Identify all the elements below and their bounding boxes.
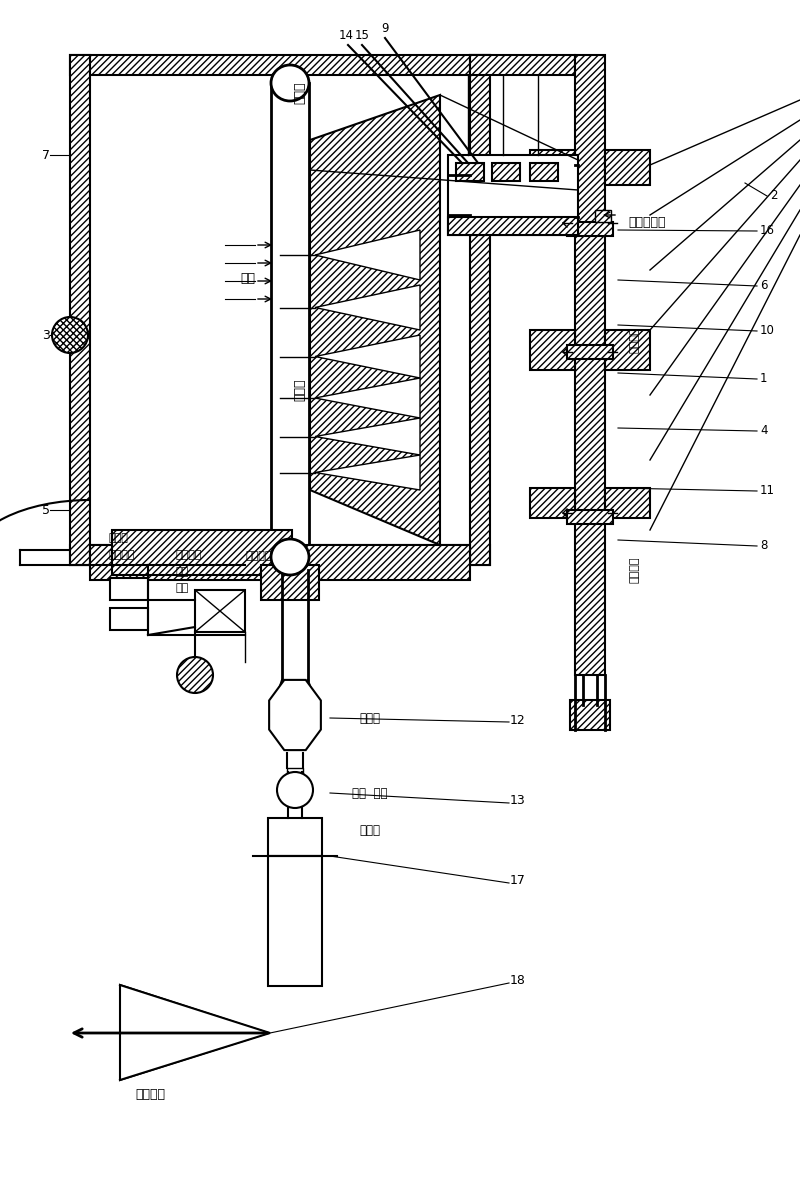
- Text: 环冷机热风: 环冷机热风: [628, 215, 666, 229]
- Bar: [470, 54, 575, 75]
- Bar: [530, 150, 575, 185]
- Polygon shape: [310, 95, 440, 545]
- Text: 省煤器: 省煤器: [359, 824, 381, 837]
- Bar: [448, 217, 578, 234]
- Bar: [575, 54, 605, 675]
- Text: 8: 8: [760, 539, 767, 552]
- Bar: [570, 700, 610, 731]
- Polygon shape: [315, 285, 420, 330]
- Bar: [70, 545, 490, 565]
- Text: 6: 6: [760, 278, 767, 291]
- Text: 16: 16: [760, 224, 775, 237]
- Text: 18: 18: [510, 973, 526, 986]
- Text: 14: 14: [338, 28, 354, 41]
- Polygon shape: [269, 680, 321, 751]
- Text: 脱硝触媒: 脱硝触媒: [175, 551, 202, 560]
- Bar: [112, 530, 292, 575]
- Polygon shape: [315, 378, 420, 418]
- Bar: [605, 330, 650, 371]
- Bar: [271, 83, 309, 556]
- Bar: [448, 155, 578, 234]
- Bar: [70, 54, 90, 565]
- Polygon shape: [120, 985, 270, 1080]
- Text: 13: 13: [510, 793, 526, 806]
- Bar: [195, 590, 245, 632]
- Bar: [268, 818, 322, 856]
- Text: 2: 2: [770, 188, 778, 201]
- Text: 余热锅炉: 余热锅炉: [108, 551, 134, 560]
- Bar: [110, 609, 148, 630]
- Bar: [567, 223, 613, 236]
- Bar: [567, 645, 613, 675]
- Bar: [470, 54, 490, 565]
- Text: 17: 17: [510, 874, 526, 887]
- Text: 省煤器: 省煤器: [108, 533, 128, 543]
- Text: 调速  风机: 调速 风机: [352, 786, 388, 799]
- Bar: [268, 856, 322, 986]
- Text: 余热锅炉: 余热锅炉: [630, 327, 640, 353]
- Bar: [605, 150, 650, 185]
- Text: 10: 10: [760, 323, 775, 336]
- Bar: [110, 578, 148, 600]
- Bar: [567, 345, 613, 359]
- Ellipse shape: [271, 539, 309, 575]
- Ellipse shape: [177, 657, 213, 693]
- Text: 气轮风机: 气轮风机: [630, 556, 640, 584]
- Ellipse shape: [277, 772, 313, 807]
- Bar: [605, 488, 650, 519]
- Text: 气体排放: 气体排放: [135, 1088, 165, 1101]
- Polygon shape: [315, 335, 420, 378]
- Bar: [530, 488, 575, 519]
- Bar: [70, 54, 490, 75]
- Text: 1: 1: [760, 372, 767, 385]
- Bar: [530, 163, 558, 181]
- Text: 烧结区: 烧结区: [294, 82, 306, 104]
- Bar: [456, 163, 484, 181]
- Text: 烟气: 烟气: [241, 271, 255, 284]
- Text: 12: 12: [510, 714, 526, 727]
- Text: 15: 15: [354, 28, 370, 41]
- Text: 点火: 点火: [175, 583, 188, 593]
- Ellipse shape: [271, 65, 309, 101]
- Text: 9: 9: [382, 22, 389, 36]
- Bar: [492, 163, 520, 181]
- Bar: [287, 768, 303, 776]
- Text: 5: 5: [42, 503, 50, 516]
- Text: 脱硝: 脱硝: [175, 567, 188, 577]
- Text: 3: 3: [42, 328, 50, 341]
- Polygon shape: [315, 230, 420, 279]
- Text: 7: 7: [42, 148, 50, 161]
- Polygon shape: [315, 455, 420, 490]
- Text: 4: 4: [760, 424, 767, 437]
- Bar: [90, 75, 470, 545]
- Bar: [90, 545, 470, 580]
- Bar: [567, 510, 613, 525]
- Ellipse shape: [52, 317, 88, 353]
- Bar: [595, 210, 611, 223]
- Text: 助燃点火: 助燃点火: [245, 551, 271, 561]
- Polygon shape: [315, 418, 420, 455]
- Bar: [530, 330, 575, 371]
- Text: 烧结机: 烧结机: [294, 379, 306, 401]
- Bar: [261, 565, 319, 600]
- Text: 除尘器: 除尘器: [359, 712, 381, 725]
- Text: 11: 11: [760, 483, 775, 496]
